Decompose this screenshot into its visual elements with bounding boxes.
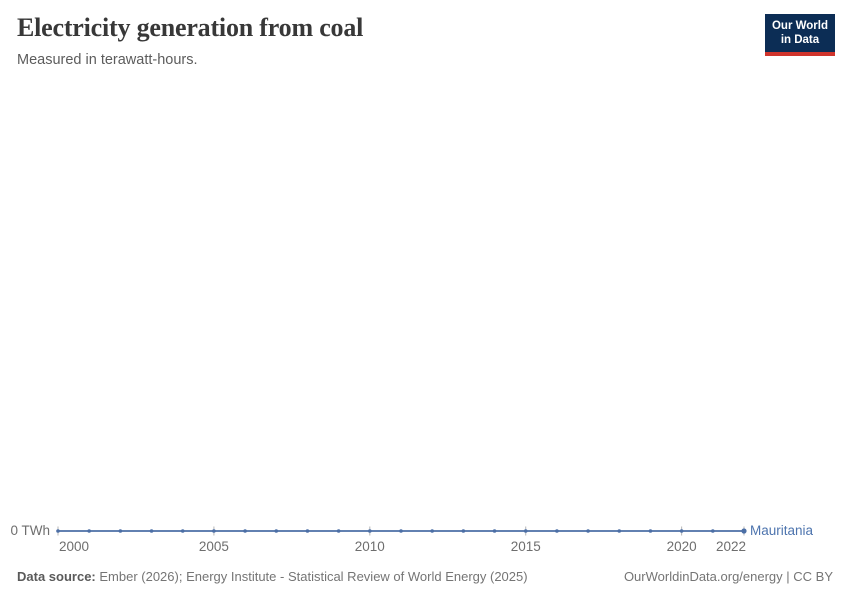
data-point[interactable] bbox=[56, 529, 60, 533]
x-axis-label: 2005 bbox=[199, 539, 229, 554]
chart-title: Electricity generation from coal bbox=[17, 13, 364, 42]
data-point[interactable] bbox=[305, 529, 310, 533]
x-axis-label: 2015 bbox=[511, 539, 541, 554]
data-source-label: Data source: bbox=[17, 569, 96, 584]
x-axis-label: 2020 bbox=[667, 539, 697, 554]
data-point[interactable] bbox=[180, 529, 185, 533]
data-point[interactable] bbox=[87, 529, 91, 533]
data-point[interactable] bbox=[711, 529, 715, 533]
chart-footer: Data source: Ember (2026); Energy Instit… bbox=[17, 569, 833, 585]
footer-license-link[interactable]: OurWorldinData.org/energy | CC BY bbox=[623, 569, 833, 584]
series-entity-label[interactable]: Mauritania bbox=[750, 523, 814, 538]
data-point[interactable] bbox=[492, 529, 497, 533]
chart-header: Electricity generation from coal Measure… bbox=[17, 13, 740, 69]
data-point[interactable] bbox=[399, 529, 403, 533]
data-point[interactable] bbox=[617, 529, 622, 533]
data-source-text: Ember (2026); Energy Institute - Statist… bbox=[95, 569, 528, 584]
data-point[interactable] bbox=[149, 529, 154, 533]
owid-logo[interactable]: Our World in Data bbox=[764, 14, 835, 57]
data-point[interactable] bbox=[648, 529, 653, 533]
data-source-note: Data source: Ember (2026); Energy Instit… bbox=[17, 569, 528, 585]
chart-subtitle: Measured in terawatt-hours. bbox=[17, 51, 198, 68]
owid-logo-line1: Our World bbox=[771, 20, 828, 32]
data-point[interactable] bbox=[523, 529, 528, 533]
x-axis-label: 2010 bbox=[355, 539, 385, 554]
data-point[interactable] bbox=[274, 529, 279, 533]
owid-logo-line2: in Data bbox=[780, 34, 820, 47]
data-point[interactable] bbox=[555, 529, 559, 533]
data-point[interactable] bbox=[430, 529, 434, 533]
data-point[interactable] bbox=[461, 529, 466, 533]
data-point[interactable] bbox=[368, 529, 372, 533]
data-point[interactable] bbox=[679, 529, 684, 533]
x-axis-label: 2000 bbox=[59, 539, 89, 554]
data-point[interactable] bbox=[586, 529, 590, 533]
data-point[interactable] bbox=[118, 529, 123, 533]
y-axis-zero-label: 0 TWh bbox=[10, 523, 50, 538]
data-point[interactable] bbox=[741, 528, 747, 534]
data-point[interactable] bbox=[243, 529, 247, 533]
data-point[interactable] bbox=[212, 529, 216, 533]
x-axis-label: 2022 bbox=[716, 539, 746, 554]
data-point[interactable] bbox=[336, 529, 341, 533]
